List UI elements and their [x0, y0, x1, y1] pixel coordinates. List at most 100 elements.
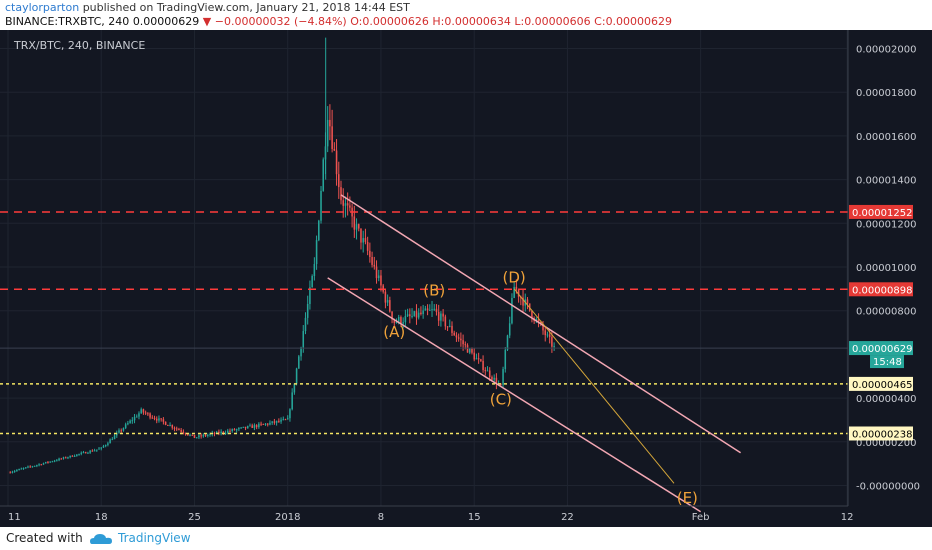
candle-body — [142, 409, 145, 413]
candle-body — [158, 418, 160, 421]
candle-body — [242, 426, 245, 428]
candle-body — [515, 286, 518, 290]
author-link[interactable]: ctaylorparton — [5, 1, 80, 14]
candle-body — [244, 426, 247, 429]
level-price-tag — [849, 282, 913, 297]
ohlc-line: BINANCE:TRXBTC, 240 0.00000629 ▼ −0.0000… — [5, 15, 672, 28]
candle-body — [131, 420, 134, 422]
candle-body — [198, 435, 200, 438]
x-tick-label: 12 — [841, 512, 854, 523]
candle-body — [78, 453, 80, 455]
candle-body — [278, 420, 280, 422]
candle-body — [429, 309, 431, 311]
level-price-tag — [849, 426, 913, 441]
published-text: published on TradingView.com, January 21… — [82, 1, 410, 14]
candle-body — [460, 338, 462, 341]
candle-body — [20, 468, 23, 470]
candle-body — [488, 370, 491, 377]
y-tick-label: 0.00001600 — [856, 132, 916, 143]
candle-body — [397, 317, 400, 322]
price-chart[interactable]: 0.00002000 0.00001800 0.00001600 0.00001400… — [0, 30, 932, 527]
candle-body — [286, 418, 289, 420]
candle-body — [98, 448, 100, 450]
candle-body — [462, 340, 464, 345]
x-tick-label: 11 — [8, 512, 21, 523]
last-price: 0.00000629 — [132, 15, 200, 28]
candle-body — [258, 423, 260, 428]
candle-body — [357, 224, 360, 229]
x-tick-label: 18 — [95, 512, 108, 523]
axes: 0.00002000 0.00001800 0.00001600 0.00001400… — [8, 45, 920, 524]
x-tick-label: 22 — [561, 512, 574, 523]
candle-body — [475, 358, 478, 360]
level-price-label: 0.00001252 — [852, 208, 912, 219]
candle-body — [420, 312, 422, 314]
countdown-tag — [870, 355, 904, 369]
candle-body — [415, 311, 418, 318]
candle-body — [355, 224, 358, 230]
candle-body — [502, 369, 504, 385]
candle-body — [87, 452, 89, 454]
candle-body — [391, 311, 393, 320]
low-label: L: — [514, 15, 525, 28]
candle-body — [58, 458, 60, 461]
candle-body — [173, 427, 176, 429]
candle-body — [153, 417, 156, 419]
candle-body — [315, 240, 318, 265]
y-tick-label: 0.00000800 — [856, 307, 916, 318]
y-tick-label: 0.00002000 — [856, 45, 916, 56]
candle-body — [384, 291, 387, 303]
y-tick-label: 0.00001400 — [856, 176, 916, 187]
candle-body — [264, 423, 267, 425]
candle-body — [102, 446, 105, 448]
close-value: 0.00000629 — [605, 15, 673, 28]
candle-body — [249, 425, 251, 427]
candle-body — [369, 250, 371, 258]
candle-body — [207, 434, 209, 436]
candle-body — [82, 452, 85, 454]
grid-lines — [0, 30, 848, 506]
candle-body — [280, 419, 282, 422]
candle-body — [513, 286, 515, 298]
wave-label: (C) — [490, 391, 512, 409]
tradingview-cloud-icon[interactable] — [88, 530, 218, 548]
candle-body — [437, 311, 440, 321]
candle-body — [466, 345, 469, 353]
candle-body — [80, 452, 83, 454]
candle-body — [73, 455, 76, 457]
candle-body — [235, 429, 238, 431]
open-value: 0.00000626 — [362, 15, 429, 28]
candle-body — [373, 264, 376, 267]
candle-body — [433, 308, 436, 310]
candle-body — [431, 309, 433, 311]
candle-body — [204, 434, 207, 436]
candle-body — [426, 308, 429, 311]
candle-body — [366, 241, 369, 251]
down-arrow-icon: ▼ — [202, 15, 212, 28]
candle-body — [11, 471, 14, 473]
candle-body — [191, 434, 194, 436]
wave-label: (B) — [423, 281, 445, 299]
candle-body — [138, 413, 140, 417]
candle-body — [311, 276, 313, 288]
y-tick-label: 0.00001800 — [856, 88, 916, 99]
candle-body — [380, 275, 382, 286]
candle-body — [506, 335, 509, 350]
candle-body — [24, 467, 27, 469]
candle-body — [413, 311, 416, 316]
candle-body — [422, 310, 424, 314]
tradingview-brand-link[interactable]: TradingView — [118, 531, 191, 545]
x-tick-label: 8 — [378, 512, 384, 523]
candle-body — [246, 426, 249, 429]
candle-body — [51, 461, 54, 463]
candle-body — [295, 368, 298, 384]
candle-body — [386, 300, 389, 303]
candle-body — [251, 425, 253, 428]
candle-body — [255, 425, 258, 428]
candle-body — [218, 431, 220, 434]
candle-body — [362, 238, 364, 243]
candle-body — [302, 331, 305, 348]
channel-upper-line — [340, 194, 742, 454]
candle-body — [62, 457, 65, 459]
candle-body — [53, 460, 56, 462]
